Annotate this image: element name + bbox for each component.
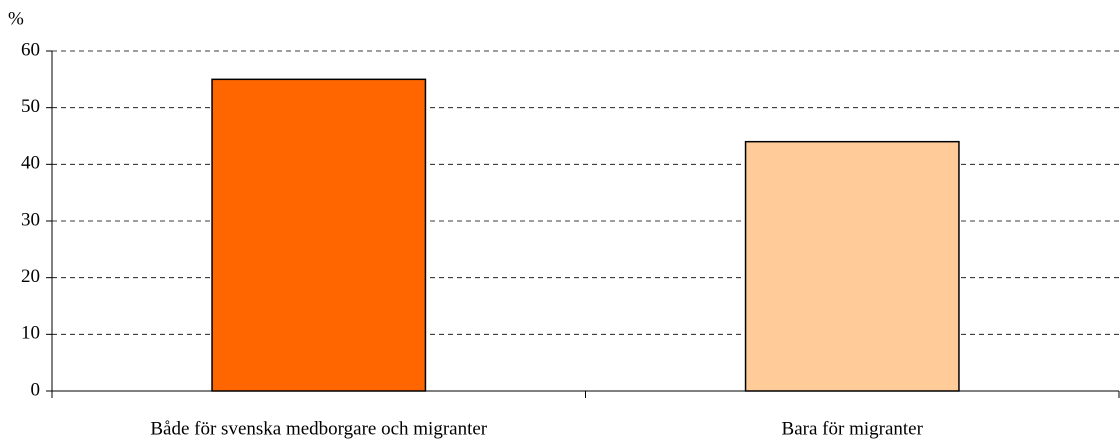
y-tick-label: 60 xyxy=(21,39,40,60)
y-tick-label: 0 xyxy=(31,379,41,400)
x-tick-label: Både för svenska medborgare och migrante… xyxy=(150,418,487,439)
y-tick-label: 40 xyxy=(21,153,40,174)
x-tick-label: Bara för migranter xyxy=(782,418,924,439)
y-tick-label: 20 xyxy=(21,266,40,287)
y-axis-label: % xyxy=(8,8,24,29)
y-tick-label: 30 xyxy=(21,209,40,230)
y-tick-label: 10 xyxy=(21,323,40,344)
bar xyxy=(744,140,960,392)
bar xyxy=(211,78,427,392)
y-tick-label: 50 xyxy=(21,96,40,117)
